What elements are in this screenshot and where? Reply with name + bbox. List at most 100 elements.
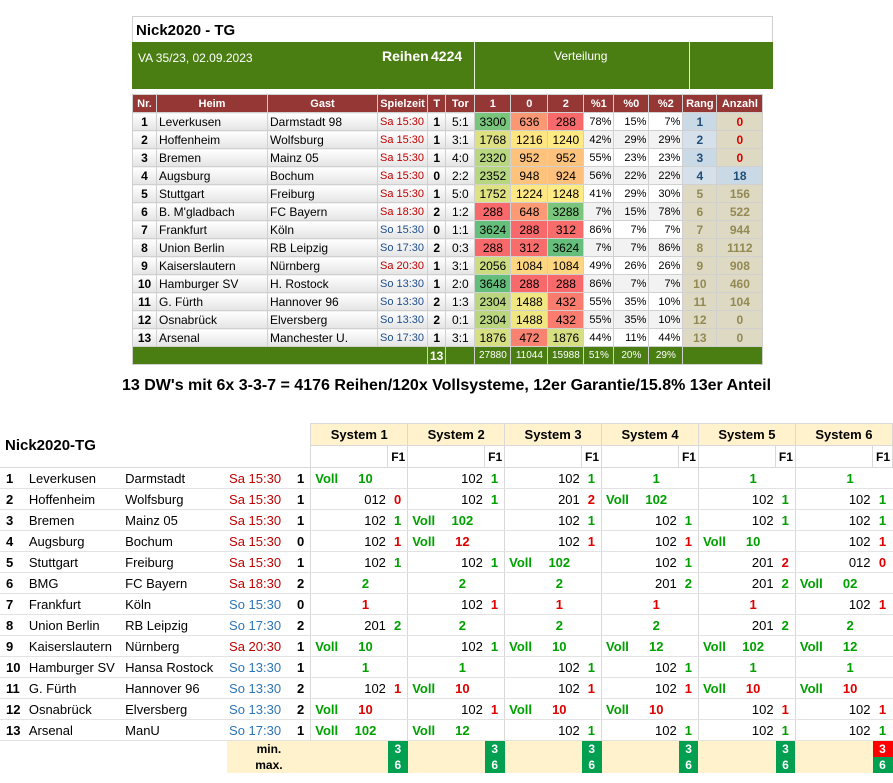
f1-value: 1 [581,530,602,552]
voll-flag: Voll [407,530,440,552]
home-team: G. Fürth [156,292,268,311]
voll-flag [601,572,634,594]
verteilung-label: Verteilung [554,49,608,63]
system-row: 2 Hoffenheim Wolfsburg Sa 15:30 1 012 0 102 1 201… [0,488,893,510]
f1-value: 1 [678,656,699,678]
voll-flag [794,530,828,552]
count: 460 [716,274,764,293]
system-tip: 1 [730,593,776,615]
f1-value: 1 [387,551,408,573]
count: 908 [716,256,764,275]
system-header: System 2 [407,423,506,446]
f1-value [678,467,699,489]
max-value: 6 [387,756,408,773]
percent-p2: 29% [648,130,684,149]
system-row: 6 BMG FC Bayern Sa 18:30 2 2 2 2 201 2 201 2 Voll 02 [0,572,893,594]
system-tip: 102 [827,488,873,510]
home-team: Frankfurt [26,593,124,615]
column-header: %2 [648,94,684,113]
home-team: Stuttgart [26,551,124,573]
kickoff-time: So 15:30 [227,593,291,615]
f1-value [581,593,602,615]
away-team: Freiburg [123,551,228,573]
f1-value: 1 [678,530,699,552]
f1-header: F1 [484,445,506,468]
tip-result: 0 [426,220,447,239]
voll-flag [407,488,440,510]
voll-flag [407,572,440,594]
f1-value [581,572,602,594]
system-row: 12 Osnabrück Elversberg So 13:30 2 Voll 10 102 1… [0,698,893,720]
match-result: 0 [290,530,311,552]
voll-flag [601,551,634,573]
system-tip: 2 [827,614,873,636]
away-team: Nürnberg [267,256,378,275]
voll-flag: Voll [697,677,731,699]
distribution-v2: 312 [547,220,585,239]
match-number: 4 [0,530,27,552]
total-s0: 11044 [510,346,549,365]
score: 2:0 [445,274,476,293]
voll-flag [310,572,344,594]
f1-value: 1 [872,488,893,510]
max-value: 6 [872,756,893,773]
voll-flag: Voll [794,677,828,699]
match-row: 3 Bremen Mainz 05 Sa 15:30 1 4:0 2320 952 952 55%… [132,148,764,167]
home-team: B. M'gladbach [156,202,268,221]
percent-p1: 42% [583,130,615,149]
system-tip: 201 [730,614,776,636]
voll-flag: Voll [697,635,731,657]
match-row: 6 B. M'gladbach FC Bayern Sa 18:30 2 1:2 288 64… [132,202,764,221]
f1-value: 1 [484,635,505,657]
f1-value: 2 [775,551,796,573]
voll-flag [310,488,344,510]
top-table-panel: Nick2020 - TG VA 35/23, 02.09.2023 Reihe… [132,16,773,365]
f1-value [872,635,893,657]
voll-flag [310,593,344,615]
percent-p0: 7% [613,220,650,239]
distribution-v0: 648 [510,202,549,221]
voll-flag [794,698,828,720]
system-header: System 3 [504,423,603,446]
f1-value [387,635,408,657]
voll-flag [794,614,828,636]
f1-value: 1 [872,530,893,552]
system-tip: 201 [536,488,582,510]
distribution-v2: 1084 [547,256,585,275]
score: 5:1 [445,112,476,131]
home-team: Bremen [26,509,124,531]
home-team: Leverkusen [156,112,268,131]
system-tip: 1 [827,467,873,489]
f1-value [387,572,408,594]
voll-flag [310,551,344,573]
percent-p0: 29% [613,130,650,149]
system-header-row: Nick2020-TG System 1 System 2 System 3 Syste… [0,423,893,468]
system-tip: 102 [827,698,873,720]
voll-flag [601,614,634,636]
percent-p2: 86% [648,238,684,257]
voll-flag [794,719,828,741]
percent-p2: 26% [648,256,684,275]
match-result: 1 [290,509,311,531]
system-tip: 102 [343,509,388,531]
match-number: 9 [132,256,157,275]
total-p1: 51% [583,346,615,365]
distribution-v0: 472 [510,328,549,347]
count: 0 [716,130,764,149]
distribution-v1: 1768 [474,130,512,149]
away-team: Elversberg [267,310,378,329]
system-tip: 2 [439,572,485,594]
tip-result: 2 [426,202,447,221]
voll-flag [794,551,828,573]
system-row: 10 Hamburger SV Hansa Rostock So 13:30 1 1 1 10… [0,656,893,678]
score: 1:1 [445,220,476,239]
match-result: 0 [290,593,311,615]
score: 1:2 [445,202,476,221]
tip-result: 1 [426,112,447,131]
min-value: 3 [775,740,796,757]
system-tip: 201 [343,614,388,636]
distribution-v2: 3288 [547,202,585,221]
percent-p1: 55% [583,148,615,167]
voll-flag: Voll [407,677,440,699]
system-tip: 102 [827,719,873,741]
